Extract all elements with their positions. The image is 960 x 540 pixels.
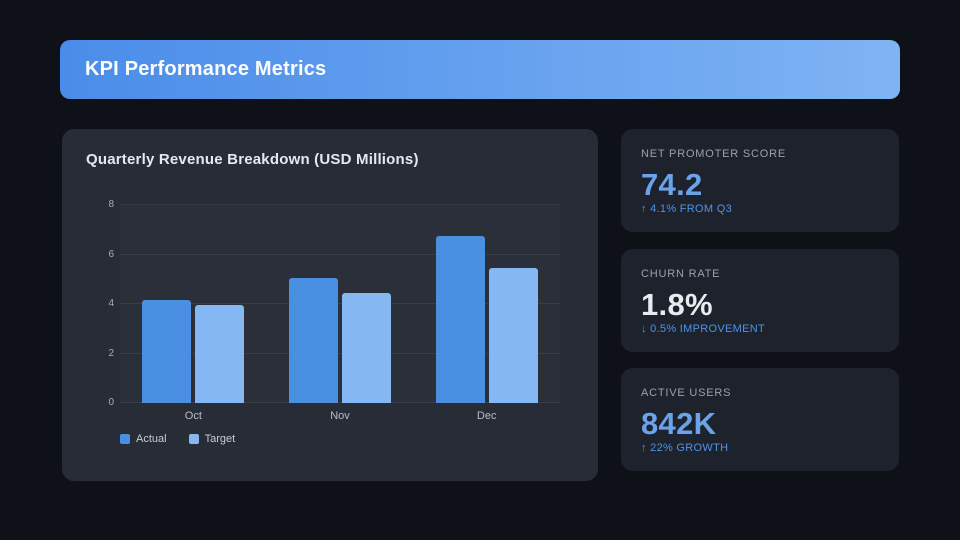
bar-target-nov[interactable]	[342, 292, 391, 403]
kpi-label: CHURN RATE	[641, 267, 721, 280]
kpi-label: NET PROMOTER SCORE	[641, 148, 786, 160]
kpi-value: 1.8%	[641, 286, 713, 322]
bar-group-dec	[413, 205, 560, 403]
bar-group-nov	[267, 205, 414, 403]
y-tick-label: 2	[108, 347, 114, 359]
kpi-value: 842K	[641, 406, 717, 441]
kpi-card-active-users: ACTIVE USERS 842K ↑ 22% GROWTH	[621, 368, 899, 471]
legend-item-actual[interactable]: Actual	[120, 433, 167, 445]
chart-legend: Actual Target	[120, 433, 235, 445]
x-axis-labels: Oct Nov Dec	[120, 410, 560, 422]
kpi-card-churn-rate: CHURN RATE 1.8% ↓ 0.5% IMPROVEMENT	[621, 248, 899, 352]
gridline	[120, 253, 560, 255]
legend-label: Target	[204, 433, 236, 445]
gridline	[120, 204, 560, 205]
bar-target-dec[interactable]	[488, 268, 538, 403]
kpi-cards-column: NET PROMOTER SCORE 74.2 ↑ 4.1% FROM Q3 C…	[621, 129, 899, 471]
kpi-delta: ↑ 4.1% FROM Q3	[641, 203, 732, 215]
gridline	[120, 402, 560, 403]
kpi-label: ACTIVE USERS	[641, 387, 732, 399]
page-title: KPI Performance Metrics	[85, 58, 327, 80]
kpi-card-net-promoter-score: NET PROMOTER SCORE 74.2 ↑ 4.1% FROM Q3	[621, 129, 899, 232]
x-axis-label-dec: Dec	[476, 410, 497, 422]
header-banner: KPI Performance Metrics	[60, 40, 900, 99]
legend-swatch-target	[188, 434, 199, 444]
bar-actual-dec[interactable]	[435, 235, 485, 403]
gridline	[120, 303, 560, 304]
y-tick-label: 8	[108, 199, 114, 210]
bar-target-oct[interactable]	[195, 305, 245, 403]
chart-title: Quarterly Revenue Breakdown (USD Million…	[86, 151, 419, 168]
y-tick-label: 4	[108, 298, 114, 309]
y-tick-label: 6	[108, 248, 114, 260]
bar-chart-plot-area: 0 2 4 6 8	[108, 199, 560, 408]
bar-actual-oct[interactable]	[142, 300, 192, 403]
bar-groups	[120, 205, 560, 403]
kpi-value: 74.2	[641, 167, 703, 202]
legend-item-target[interactable]: Target	[188, 433, 236, 445]
gridline	[120, 352, 560, 354]
revenue-chart-card: Quarterly Revenue Breakdown (USD Million…	[62, 129, 598, 481]
kpi-delta: ↑ 22% GROWTH	[641, 442, 729, 454]
bar-group-oct	[120, 205, 267, 403]
legend-label: Actual	[136, 433, 167, 445]
legend-swatch-actual	[120, 434, 130, 444]
x-axis-label-oct: Oct	[184, 410, 202, 422]
bar-actual-nov[interactable]	[289, 278, 338, 403]
kpi-delta: ↓ 0.5% IMPROVEMENT	[641, 322, 765, 335]
y-tick-label: 0	[108, 397, 114, 408]
x-axis-label-nov: Nov	[330, 410, 350, 422]
